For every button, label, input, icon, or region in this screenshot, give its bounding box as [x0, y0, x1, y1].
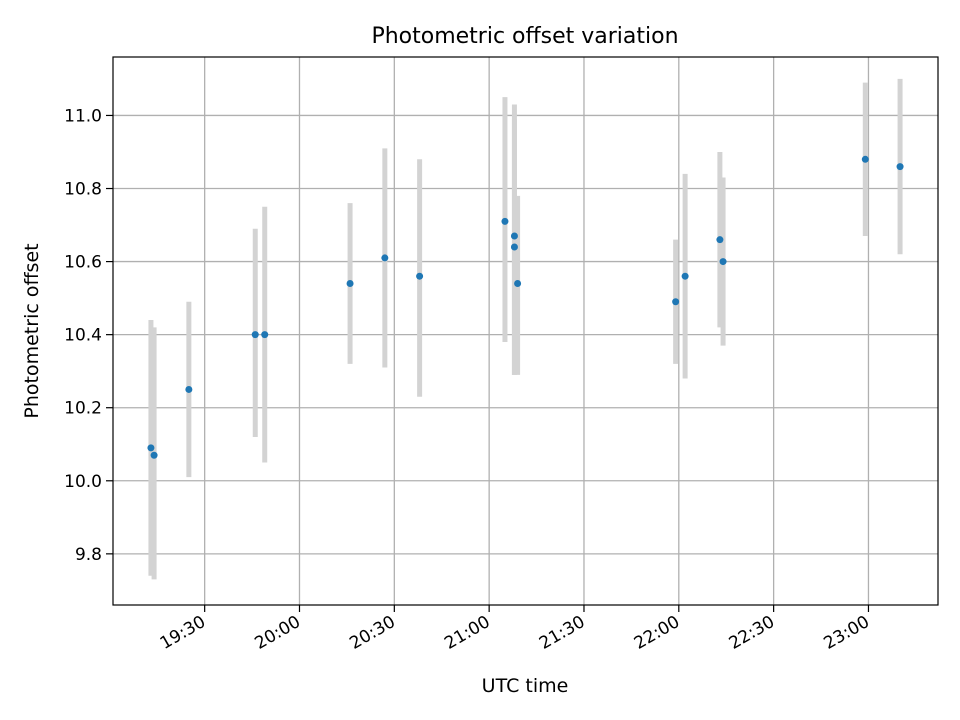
x-tick-label: 20:00 [252, 612, 304, 654]
x-tick-label: 22:00 [631, 612, 683, 654]
data-point [381, 254, 389, 262]
chart-title: Photometric offset variation [371, 24, 678, 49]
data-point [681, 272, 689, 280]
data-point [251, 331, 259, 339]
x-tick-label: 23:00 [821, 612, 873, 654]
error-bars [148, 78, 903, 580]
y-tick-label: 10.8 [64, 180, 102, 200]
data-point [510, 232, 518, 240]
x-tick-label: 20:30 [346, 612, 398, 654]
y-tick-label: 10.2 [64, 399, 102, 419]
data-point [150, 451, 158, 459]
data-point [261, 331, 269, 339]
plot-frame [112, 56, 939, 606]
data-point [896, 163, 904, 171]
data-point [861, 155, 869, 163]
x-tick-label: 19:30 [157, 612, 209, 654]
y-tick-label: 9.8 [75, 545, 102, 565]
y-axis-ticks: 9.8 10.0 10.2 10.4 10.6 10.8 11.0 [64, 106, 113, 565]
data-point [147, 444, 155, 452]
data-point [719, 258, 727, 266]
x-tick-label: 21:00 [441, 612, 493, 654]
data-points [147, 155, 904, 459]
x-axis-label: UTC time [482, 675, 569, 697]
data-point [416, 272, 424, 280]
y-tick-label: 10.4 [64, 326, 102, 346]
x-tick-label: 22:30 [726, 612, 778, 654]
data-point [346, 280, 354, 288]
data-point [672, 298, 680, 306]
data-point [185, 385, 193, 393]
y-tick-label: 10.6 [64, 253, 102, 273]
data-point [716, 236, 724, 244]
data-point [514, 280, 522, 288]
y-tick-label: 11.0 [64, 106, 102, 126]
x-tick-label: 21:30 [536, 612, 588, 654]
x-axis-ticks: 19:30 20:00 20:30 21:00 21:30 22:00 22:30 23:00 [157, 605, 873, 654]
y-axis-label: Photometric offset [21, 243, 43, 418]
data-point [510, 243, 518, 251]
y-tick-label: 10.0 [64, 472, 102, 492]
data-point [501, 217, 509, 225]
grid-lines [113, 57, 938, 605]
